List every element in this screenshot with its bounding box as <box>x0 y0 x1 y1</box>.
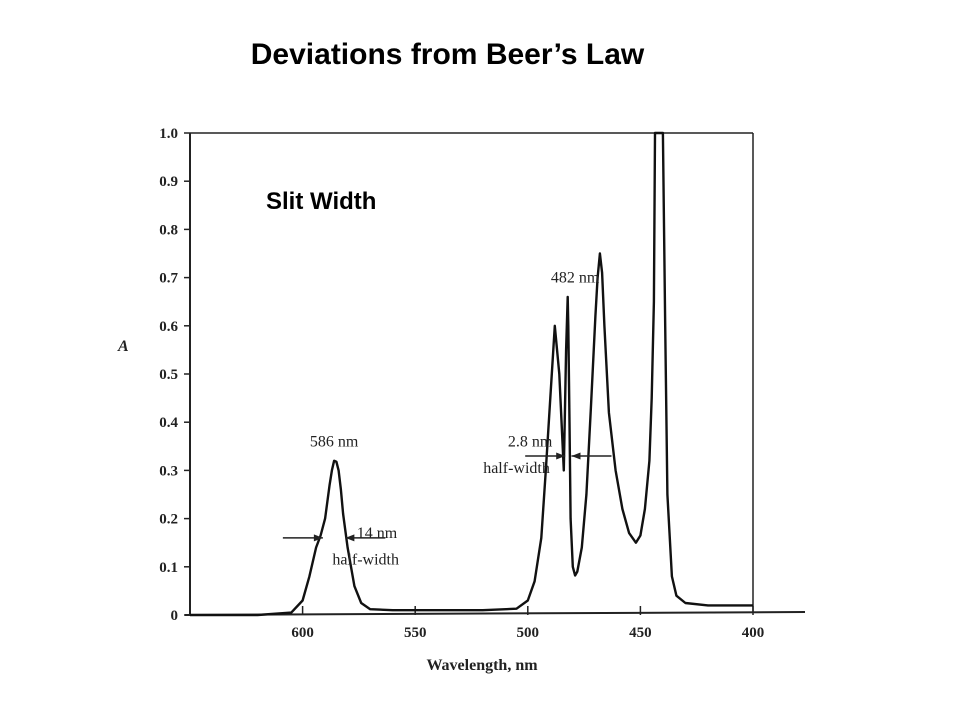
chart-subtitle: Slit Width <box>266 188 377 215</box>
chart-annotation: half-width <box>483 460 550 477</box>
x-tick-label: 500 <box>517 625 540 641</box>
y-tick-label: 1.0 <box>159 126 178 142</box>
x-tick-label: 450 <box>629 625 652 641</box>
half-width-arrowhead-left <box>313 534 323 542</box>
y-tick-group: 0 0.1 0.2 0.3 0.4 0.5 0.6 0.7 0.8 0.9 1.0 <box>159 126 190 624</box>
y-tick-label: 0.2 <box>159 512 178 528</box>
chart-annotation: 14 nm <box>357 525 398 542</box>
y-tick-label: 0.7 <box>159 271 178 287</box>
y-axis-label: A <box>117 338 129 355</box>
y-tick-label: 0.5 <box>159 367 178 383</box>
chart-annotation: 586 nm <box>310 433 359 450</box>
half-width-arrowhead-right <box>345 534 355 542</box>
x-axis-label: Wavelength, nm <box>426 657 538 674</box>
chart-annotation: half-width <box>332 551 399 568</box>
slide-title: Deviations from Beer’s Law <box>250 38 645 71</box>
y-tick-label: 0 <box>171 608 179 624</box>
x-axis <box>184 611 806 616</box>
chart-annotation: 2.8 nm <box>508 433 553 450</box>
half-width-arrowhead-right <box>571 452 581 460</box>
y-tick-label: 0.1 <box>159 560 178 576</box>
y-tick-label: 0.8 <box>159 222 178 238</box>
half-width-arrowhead-left <box>556 452 566 460</box>
y-tick-label: 0.6 <box>159 319 178 335</box>
y-tick-label: 0.9 <box>159 174 178 190</box>
y-tick-label: 0.3 <box>159 463 178 479</box>
x-tick-group: 600 550 500 450 400 <box>291 606 764 641</box>
x-tick-label: 400 <box>742 625 765 641</box>
x-tick-label: 600 <box>291 625 314 641</box>
annotation-group: 586 nm 482 nm 14 nm half-width 2.8 nm half-wi… <box>310 269 600 568</box>
series-group <box>190 131 753 617</box>
y-tick-label: 0.4 <box>159 415 178 431</box>
spectrum-line <box>190 131 753 617</box>
half-width-marker-group <box>282 452 612 542</box>
chart-annotation: 482 nm <box>551 269 600 286</box>
x-tick-label: 550 <box>404 625 427 641</box>
